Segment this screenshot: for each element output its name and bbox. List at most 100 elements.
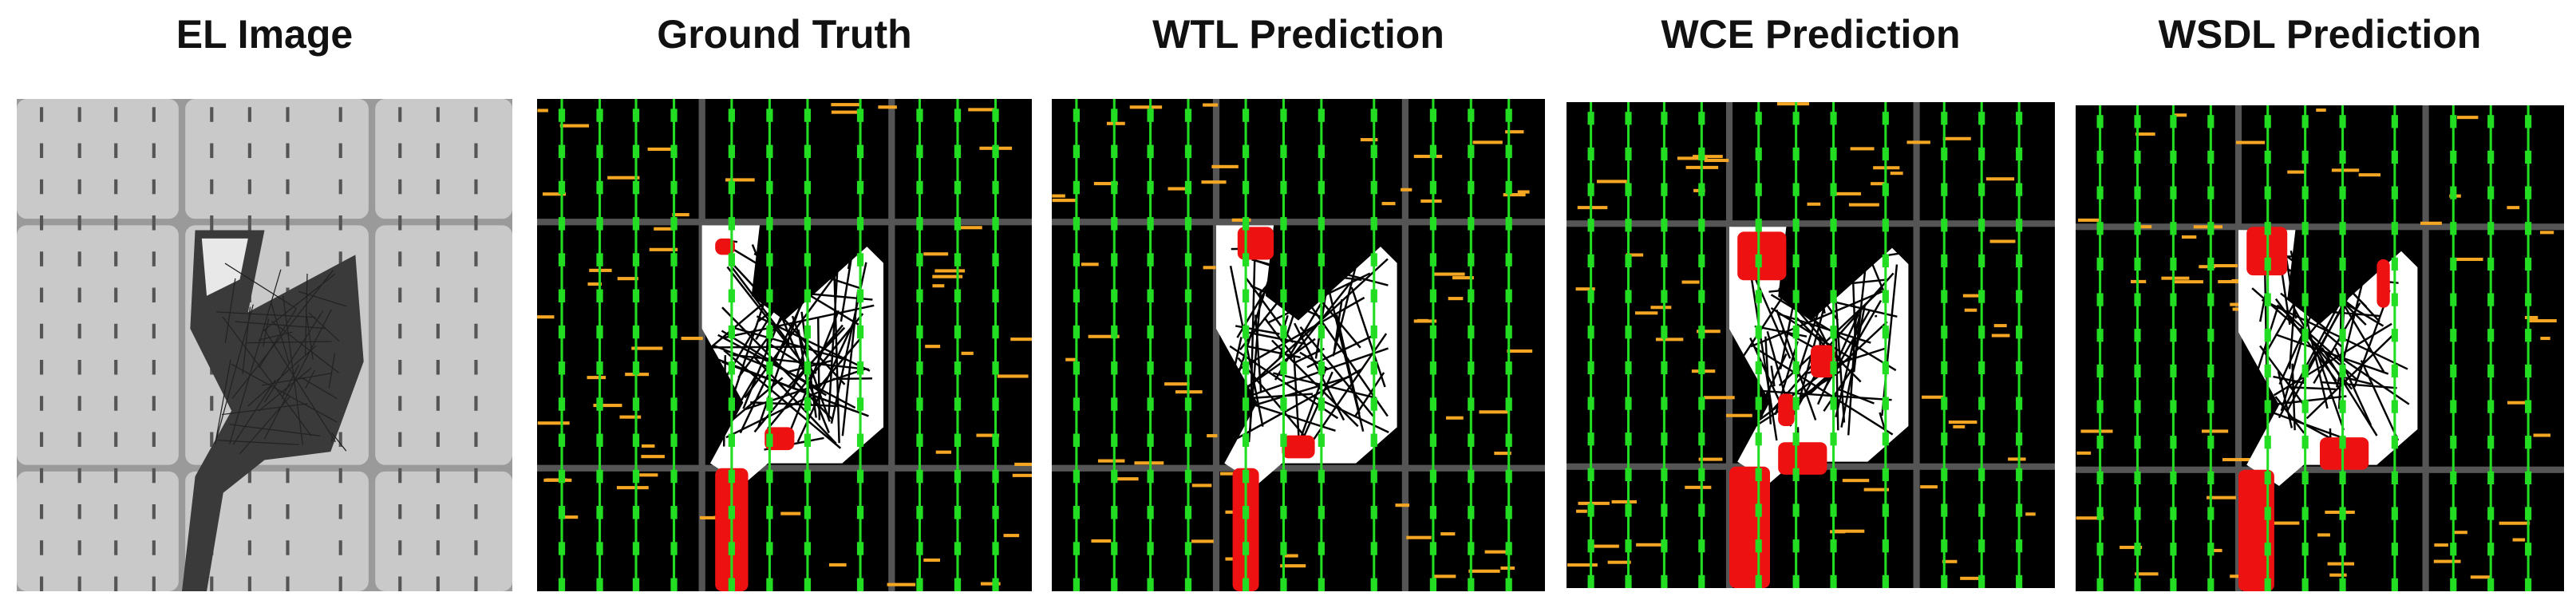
crack-gap xyxy=(1273,372,1377,399)
defect-mark xyxy=(1231,218,1251,222)
busbar-pad xyxy=(1370,144,1377,159)
busbar-pad xyxy=(1280,361,1287,375)
busbar xyxy=(152,360,156,375)
busbar-pad xyxy=(1280,325,1287,339)
busbar-pad xyxy=(1941,112,1948,125)
defect-mark xyxy=(1164,382,1190,386)
busbar-pad xyxy=(1882,326,1889,339)
busbar-pad xyxy=(1941,219,1948,232)
busbar-pad xyxy=(558,397,566,411)
busbar-pad xyxy=(1625,219,1632,232)
busbar-pad xyxy=(1184,578,1192,591)
busbar-pad xyxy=(2264,543,2271,556)
cell-gap xyxy=(2234,105,2242,591)
busbar-pad xyxy=(954,325,962,339)
defect-mark xyxy=(1406,535,1432,539)
busbar xyxy=(114,503,118,519)
busbar-pad xyxy=(596,578,603,591)
panel-title: EL Image xyxy=(176,12,354,57)
busbar-pad xyxy=(1625,468,1632,482)
busbar-pad xyxy=(1882,468,1889,482)
busbar-pad xyxy=(2016,361,2023,375)
busbar-pad xyxy=(1830,147,1837,161)
crack-gap xyxy=(729,265,790,344)
crack-gap xyxy=(1299,326,1374,417)
busbar-pad xyxy=(2391,364,2398,378)
defect-mark xyxy=(997,374,1029,378)
busbar-pad xyxy=(2096,364,2104,378)
busbar-pad xyxy=(2339,578,2346,591)
busbar-pad xyxy=(2016,468,2023,482)
busbar-pad xyxy=(596,253,603,267)
busbar-pad xyxy=(1755,503,1762,517)
busbar-pad xyxy=(2450,436,2457,449)
defect-mark xyxy=(932,274,963,278)
red-region xyxy=(2238,469,2274,591)
busbar-pad xyxy=(856,506,864,519)
busbar-pad xyxy=(1184,433,1192,448)
defect-mark xyxy=(954,226,982,230)
crack xyxy=(224,263,297,310)
busbar-pad xyxy=(670,542,678,555)
busbar xyxy=(77,287,81,303)
defect-mark xyxy=(1890,172,1903,176)
busbar xyxy=(114,540,118,555)
crack xyxy=(215,359,231,444)
busbar-pad xyxy=(1147,506,1154,519)
defect-mark xyxy=(2507,206,2520,210)
defect-mark xyxy=(1088,334,1120,338)
defect-mark xyxy=(1575,287,1595,291)
busbar-pad xyxy=(1882,254,1889,268)
crack-gap xyxy=(840,252,854,322)
busbar-pad xyxy=(766,469,773,484)
busbar-pad xyxy=(2487,257,2495,271)
busbar-pad xyxy=(916,325,923,339)
busbar xyxy=(474,503,478,519)
crack xyxy=(246,341,332,344)
defect-mark xyxy=(2470,575,2491,579)
busbar-pad xyxy=(2016,219,2023,232)
defect-mark xyxy=(1484,550,1509,554)
busbar-pad xyxy=(2134,150,2141,164)
busbar-pad xyxy=(2016,254,2023,268)
crack xyxy=(282,295,304,445)
defect-mark xyxy=(559,515,579,519)
crack-gap xyxy=(1245,375,1352,409)
defect-mark xyxy=(1626,253,1644,257)
busbar-pad xyxy=(1978,361,1985,375)
busbar-pad xyxy=(1111,180,1118,195)
busbar-pad xyxy=(1318,325,1325,339)
busbar-pad xyxy=(2391,543,2398,556)
busbar xyxy=(436,540,440,555)
busbar-pad xyxy=(1587,539,1594,553)
busbar-pad xyxy=(1978,147,1985,161)
busbar-pad xyxy=(1625,397,1632,410)
busbar-pad xyxy=(804,506,812,519)
busbar-pad xyxy=(856,469,864,484)
busbar xyxy=(436,468,440,484)
defect-mark xyxy=(1863,488,1890,492)
busbar-pad xyxy=(1755,112,1762,125)
busbar-pad xyxy=(1698,183,1705,196)
busbar-pad xyxy=(1625,112,1632,125)
busbar xyxy=(77,179,81,195)
busbar xyxy=(152,215,156,231)
red-region xyxy=(715,238,735,255)
busbar-pad xyxy=(670,325,678,339)
busbar-pad xyxy=(2450,507,2457,520)
busbar-pad xyxy=(632,433,640,448)
busbar-pad xyxy=(1941,432,1948,446)
defect-mark xyxy=(647,147,677,152)
busbar-pad xyxy=(1184,144,1192,159)
defect-mark xyxy=(537,109,548,113)
busbar-pad xyxy=(1111,469,1118,484)
busbar-pad xyxy=(2339,436,2346,449)
defect-mark xyxy=(1420,199,1442,203)
busbar-pad xyxy=(2487,578,2495,591)
busbar-pad xyxy=(2134,400,2141,413)
crack-gap xyxy=(772,289,873,301)
busbar-pad xyxy=(1830,326,1837,339)
defect-mark xyxy=(1091,539,1112,543)
busbar-pad xyxy=(558,144,566,159)
